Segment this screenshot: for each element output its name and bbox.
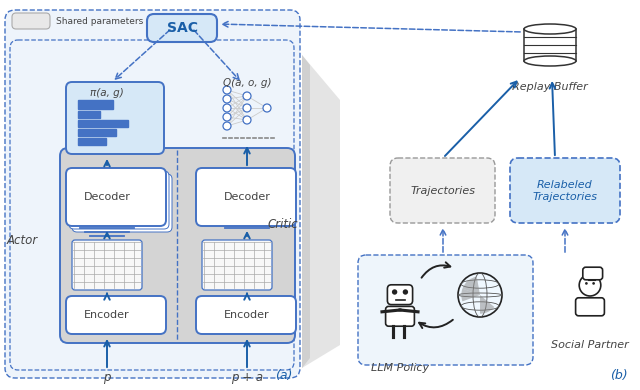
Text: Encoder: Encoder	[84, 310, 130, 320]
Text: Critic: Critic	[268, 218, 298, 232]
Text: LLM Policy: LLM Policy	[371, 363, 429, 373]
Bar	[78, 100, 113, 109]
Text: (b): (b)	[611, 369, 628, 381]
Text: Trajectories: Trajectories	[410, 186, 476, 196]
FancyBboxPatch shape	[147, 14, 217, 42]
Bar	[78, 111, 100, 118]
FancyBboxPatch shape	[575, 298, 604, 316]
Circle shape	[223, 104, 231, 112]
Text: Actor: Actor	[6, 234, 38, 246]
Text: p: p	[103, 370, 111, 383]
Text: Q(a, o, g): Q(a, o, g)	[223, 78, 271, 88]
Polygon shape	[302, 55, 340, 368]
FancyBboxPatch shape	[66, 168, 166, 226]
Text: π(a, g): π(a, g)	[90, 88, 124, 98]
FancyBboxPatch shape	[196, 168, 296, 226]
Circle shape	[223, 113, 231, 121]
Text: Decoder: Decoder	[84, 192, 131, 202]
Wedge shape	[463, 277, 480, 295]
FancyBboxPatch shape	[72, 240, 142, 290]
Circle shape	[243, 104, 251, 112]
Bar	[78, 129, 116, 136]
Ellipse shape	[524, 56, 576, 66]
Text: Relabeled
Trajectories: Relabeled Trajectories	[532, 180, 598, 202]
FancyBboxPatch shape	[385, 307, 415, 326]
Text: Shared parameters: Shared parameters	[56, 16, 143, 25]
Circle shape	[243, 116, 251, 124]
Text: Replay Buffer: Replay Buffer	[512, 82, 588, 92]
Circle shape	[403, 289, 408, 295]
Bar	[524, 29, 576, 61]
Text: (a): (a)	[275, 369, 292, 381]
FancyBboxPatch shape	[12, 13, 50, 29]
FancyBboxPatch shape	[72, 174, 172, 232]
FancyBboxPatch shape	[196, 296, 296, 334]
FancyBboxPatch shape	[69, 171, 169, 229]
FancyBboxPatch shape	[202, 240, 272, 290]
Circle shape	[223, 86, 231, 94]
Circle shape	[223, 95, 231, 103]
FancyBboxPatch shape	[66, 296, 166, 334]
Wedge shape	[480, 295, 494, 314]
FancyBboxPatch shape	[358, 255, 533, 365]
Circle shape	[579, 275, 601, 296]
Text: SAC: SAC	[166, 21, 198, 35]
Circle shape	[592, 282, 595, 285]
FancyBboxPatch shape	[390, 158, 495, 223]
Text: p + a: p + a	[231, 370, 263, 383]
FancyBboxPatch shape	[510, 158, 620, 223]
Circle shape	[263, 104, 271, 112]
FancyBboxPatch shape	[387, 285, 413, 305]
Wedge shape	[461, 289, 480, 301]
Text: Social Partner: Social Partner	[551, 340, 629, 350]
Text: Encoder: Encoder	[224, 310, 270, 320]
Bar	[78, 120, 128, 127]
FancyBboxPatch shape	[66, 82, 164, 154]
Text: Decoder: Decoder	[223, 192, 271, 202]
Bar	[78, 138, 106, 145]
Circle shape	[458, 273, 502, 317]
Circle shape	[392, 289, 397, 295]
FancyBboxPatch shape	[583, 267, 603, 280]
FancyBboxPatch shape	[60, 148, 295, 343]
Polygon shape	[302, 55, 310, 368]
Circle shape	[585, 282, 588, 285]
Ellipse shape	[524, 24, 576, 34]
FancyBboxPatch shape	[5, 10, 300, 378]
Circle shape	[223, 122, 231, 130]
Circle shape	[243, 92, 251, 100]
